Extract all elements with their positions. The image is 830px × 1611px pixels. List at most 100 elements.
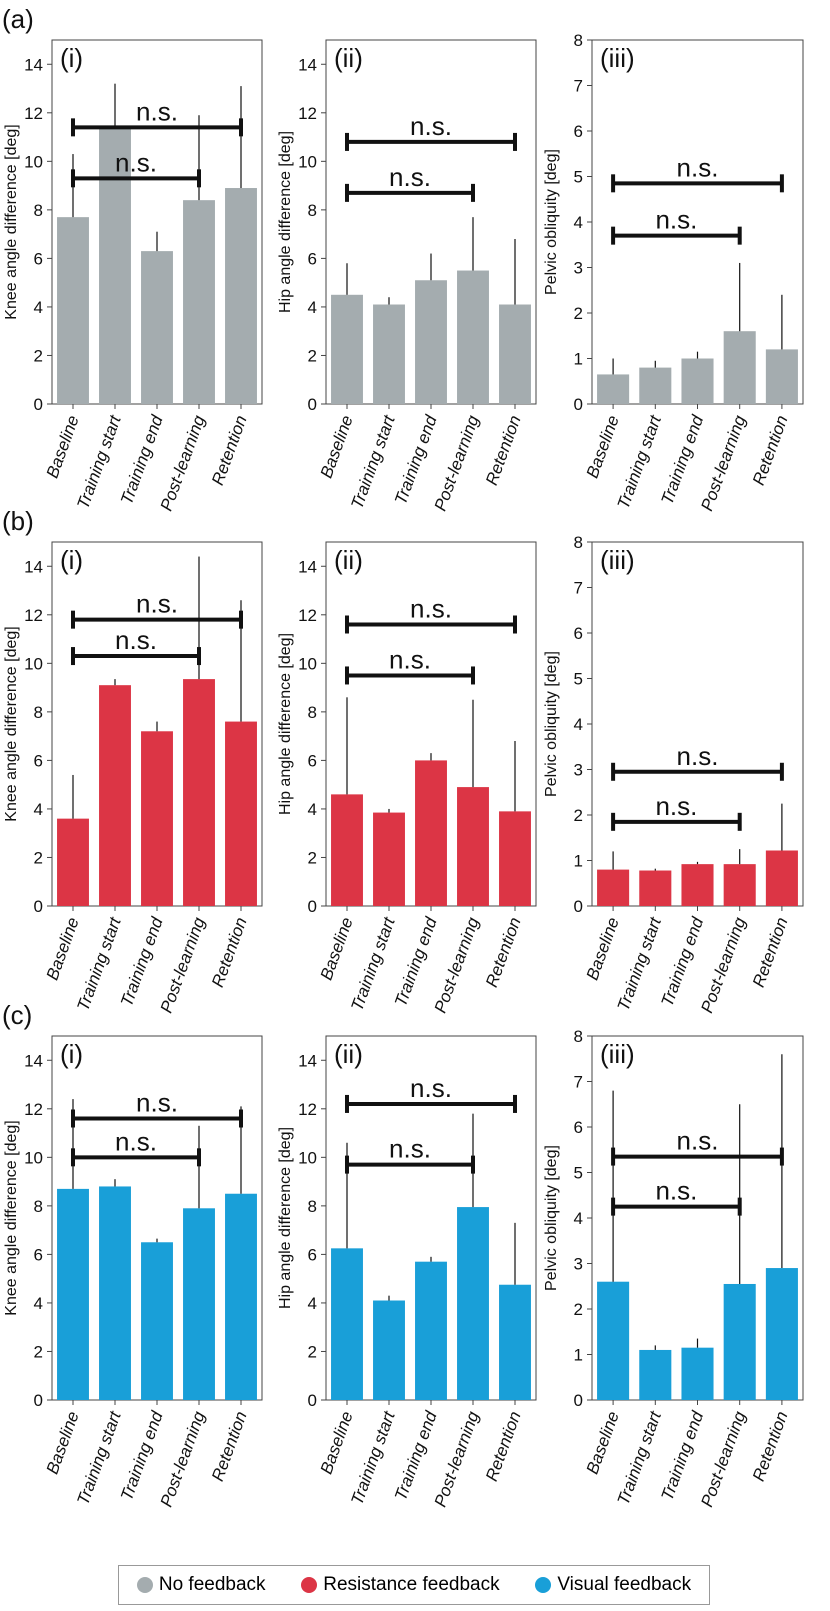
p2-1-ytick-label-1: 2 bbox=[34, 848, 43, 867]
p2-2-ytick-label-7: 14 bbox=[298, 557, 317, 576]
legend-item-resistance-feedback: Resistance feedback bbox=[301, 1574, 500, 1596]
p3-1-sig-label-1: n.s. bbox=[115, 1126, 157, 1156]
p3-1-bar-1 bbox=[99, 1186, 131, 1400]
p1-2-ytick-label-2: 4 bbox=[308, 298, 317, 317]
p1-1-ytick-label-0: 0 bbox=[34, 395, 43, 414]
p3-1-sig-label-0: n.s. bbox=[136, 1088, 178, 1118]
p3-2-ytick-label-2: 4 bbox=[308, 1294, 317, 1313]
p1-3-ytick-label-6: 6 bbox=[574, 122, 583, 141]
p3-1-ytick-label-1: 2 bbox=[34, 1342, 43, 1361]
p3-1-ytick-label-6: 12 bbox=[24, 1100, 43, 1119]
p1-3-bar-2 bbox=[681, 358, 714, 404]
p3-3-ytick-label-4: 4 bbox=[574, 1209, 583, 1228]
p2-2-bar-1 bbox=[373, 812, 405, 906]
p3-2-sig-label-0: n.s. bbox=[410, 1073, 452, 1103]
p1-3-ytick-label-5: 5 bbox=[574, 168, 583, 187]
p2-3-bar-2 bbox=[681, 864, 714, 906]
legend-swatch-resistance-feedback bbox=[301, 1577, 318, 1593]
p3-2-bar-1 bbox=[373, 1300, 405, 1400]
p3-1-xtick-label-1: Training start bbox=[73, 1408, 125, 1508]
p1-1-ytick-label-7: 14 bbox=[24, 55, 43, 74]
p3-2-bar-0 bbox=[331, 1248, 363, 1400]
p2-2-bar-0 bbox=[331, 794, 363, 906]
p3-3-sig-label-1: n.s. bbox=[655, 1176, 697, 1206]
p3-3-xtick-label-4: Retention bbox=[749, 1409, 792, 1484]
p3-1-xtick-label-4: Retention bbox=[208, 1409, 251, 1484]
p1-3-bar-3 bbox=[723, 331, 756, 404]
p3-2-ytick-label-4: 8 bbox=[308, 1197, 317, 1216]
p3-1-ylabel: Knee angle difference [deg] bbox=[3, 1120, 20, 1315]
p1-2-ytick-label-0: 0 bbox=[308, 395, 317, 414]
p3-3-bar-2 bbox=[681, 1347, 714, 1400]
p2-2-ytick-label-2: 4 bbox=[308, 800, 317, 819]
p2-1-ytick-label-2: 4 bbox=[34, 800, 43, 819]
p1-3-subplot-label: (iii) bbox=[600, 43, 635, 73]
p2-2-bar-2 bbox=[415, 760, 447, 906]
p2-3-xtick-label-0: Baseline bbox=[583, 915, 623, 983]
p2-2-ytick-label-6: 12 bbox=[298, 606, 317, 625]
p2-2-sig-label-1: n.s. bbox=[389, 644, 431, 674]
p1-3-ytick-label-0: 0 bbox=[574, 395, 583, 414]
p2-3-xtick-label-3: Post-learning bbox=[697, 914, 749, 1015]
p2-2-xtick-label-2: Training end bbox=[391, 914, 441, 1009]
p1-2-xtick-label-4: Retention bbox=[482, 413, 525, 488]
p3-1-ytick-label-2: 4 bbox=[34, 1294, 43, 1313]
p1-1-ytick-label-2: 4 bbox=[34, 298, 43, 317]
p3-2-bar-2 bbox=[415, 1261, 447, 1400]
p2-3-ytick-label-4: 4 bbox=[574, 715, 583, 734]
p1-3-xtick-label-2: Training end bbox=[658, 412, 708, 507]
p2-2-bar-4 bbox=[499, 811, 531, 906]
p2-1-bar-1 bbox=[99, 685, 131, 906]
p3-2-ylabel: Hip angle difference [deg] bbox=[277, 1127, 294, 1309]
p3-3-bar-0 bbox=[597, 1281, 630, 1400]
p2-3-xtick-label-1: Training start bbox=[614, 914, 666, 1014]
p3-1-xtick-label-2: Training end bbox=[117, 1408, 167, 1503]
p2-2-xtick-label-0: Baseline bbox=[317, 915, 357, 983]
p1-2-xtick-label-0: Baseline bbox=[317, 413, 357, 481]
p1-1-xtick-label-4: Retention bbox=[208, 413, 251, 488]
p3-3-ylabel: Pelvic obliquity [deg] bbox=[543, 1145, 560, 1291]
p2-3-sig-label-0: n.s. bbox=[677, 741, 719, 771]
p2-3-bar-4 bbox=[765, 850, 798, 906]
p3-2-ytick-label-6: 12 bbox=[298, 1100, 317, 1119]
p1-1-subplot-label: (i) bbox=[60, 43, 83, 73]
p1-1-xtick-label-2: Training end bbox=[117, 412, 167, 507]
p3-1-ytick-label-7: 14 bbox=[24, 1051, 43, 1070]
p2-3-ytick-label-6: 6 bbox=[574, 624, 583, 643]
p1-1-ytick-label-5: 10 bbox=[24, 152, 43, 171]
p3-2-bar-4 bbox=[499, 1284, 531, 1400]
p3-1-xtick-label-0: Baseline bbox=[43, 1409, 83, 1477]
p3-1-subplot-label: (i) bbox=[60, 1039, 83, 1069]
p1-2-sig-label-0: n.s. bbox=[410, 111, 452, 141]
p2-2-ytick-label-3: 6 bbox=[308, 751, 317, 770]
p2-3-xtick-label-2: Training end bbox=[658, 914, 708, 1009]
p2-1-bar-3 bbox=[183, 679, 215, 906]
p3-2-subplot-label: (ii) bbox=[334, 1039, 363, 1069]
p1-3-ytick-label-1: 1 bbox=[574, 350, 583, 369]
p2-1-sig-label-1: n.s. bbox=[115, 625, 157, 655]
p1-3-xtick-label-4: Retention bbox=[749, 413, 792, 488]
p1-2-ytick-label-6: 12 bbox=[298, 104, 317, 123]
p3-2-ytick-label-1: 2 bbox=[308, 1342, 317, 1361]
p1-3-xtick-label-3: Post-learning bbox=[697, 412, 749, 513]
p2-1-ytick-label-5: 10 bbox=[24, 654, 43, 673]
p1-1-bar-0 bbox=[57, 217, 89, 404]
p1-1-bar-1 bbox=[99, 127, 131, 405]
p2-1-ytick-label-0: 0 bbox=[34, 897, 43, 916]
p1-3-ytick-label-2: 2 bbox=[574, 304, 583, 323]
p2-1-bar-0 bbox=[57, 818, 89, 906]
p1-2-ytick-label-7: 14 bbox=[298, 55, 317, 74]
p3-2-ytick-label-5: 10 bbox=[298, 1148, 317, 1167]
p3-2-xtick-label-2: Training end bbox=[391, 1408, 441, 1503]
p2-3-bar-1 bbox=[639, 870, 672, 906]
legend-item-visual-feedback: Visual feedback bbox=[535, 1574, 691, 1596]
p1-2-ytick-label-1: 2 bbox=[308, 346, 317, 365]
p2-3-ytick-label-5: 5 bbox=[574, 670, 583, 689]
p1-1-ytick-label-6: 12 bbox=[24, 104, 43, 123]
p1-3-bar-4 bbox=[765, 349, 798, 404]
p2-1-subplot-label: (i) bbox=[60, 545, 83, 575]
p2-2-ytick-label-1: 2 bbox=[308, 848, 317, 867]
p2-1-bar-4 bbox=[225, 721, 257, 906]
p1-2-bar-1 bbox=[373, 304, 405, 404]
p1-2-ytick-label-5: 10 bbox=[298, 152, 317, 171]
